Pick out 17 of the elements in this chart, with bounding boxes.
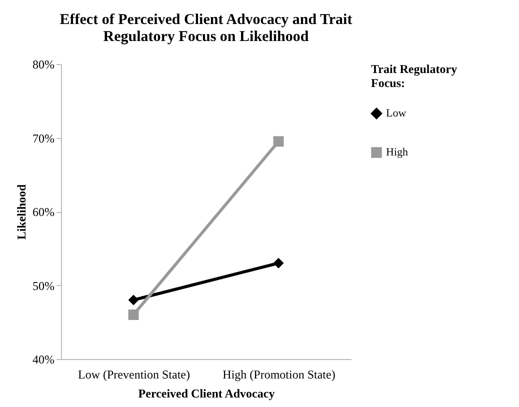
y-tick-label: 60% (32, 205, 54, 219)
x-tick-label: Low (Prevention State) (78, 368, 190, 382)
y-tick-label: 70% (32, 131, 54, 146)
x-tick-label: High (Promotion State) (222, 368, 336, 382)
legend-label: High (386, 146, 408, 158)
legend-label: Low (386, 108, 406, 120)
point (128, 294, 139, 306)
chart-title: Effect of Perceived Client Advocacy and Trait Regulatory Focus on Likelihood (60, 12, 352, 45)
y-tick-label: 80% (32, 58, 54, 72)
y-tick-label: 40% (32, 352, 54, 366)
y-axis-title: Likelihood (14, 184, 29, 240)
y-tick-label: 50% (32, 278, 54, 293)
legend-title: Trait Regulatory Focus: (371, 62, 458, 90)
point (273, 258, 284, 268)
x-axis-title: Perceived Client Advocacy (138, 386, 275, 400)
point (273, 136, 284, 147)
point (128, 310, 139, 320)
